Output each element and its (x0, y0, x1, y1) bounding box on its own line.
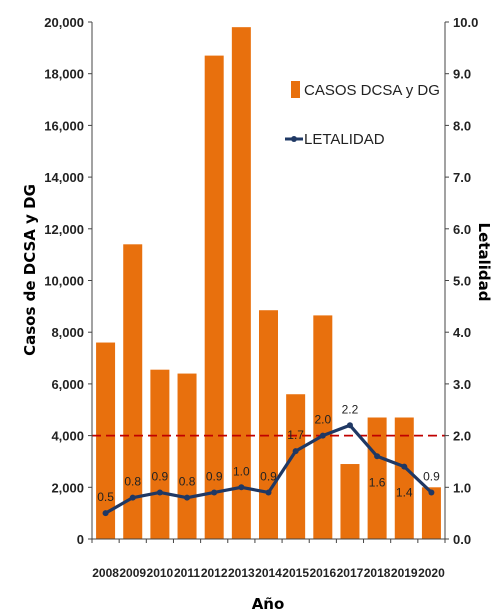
letalidad-point-2013 (238, 484, 244, 490)
left-tick-label: 10,000 (44, 274, 84, 289)
data-label-2012: 0.9 (206, 469, 223, 483)
letalidad-point-2016 (320, 433, 326, 439)
left-tick-label: 16,000 (44, 118, 84, 133)
bar-2015 (286, 394, 305, 539)
data-label-2018: 1.6 (369, 475, 386, 489)
bar-2012 (205, 56, 224, 539)
left-tick-label: 14,000 (44, 170, 84, 185)
right-tick-label: 3.0 (453, 377, 471, 392)
left-tick-label: 8,000 (51, 325, 84, 340)
x-tick-label: 2018 (364, 566, 391, 580)
letalidad-point-2015 (293, 448, 299, 454)
x-axis-ticks: 2008 2009 2010 2011 2012 2013 2014 2015 2016 2017… (92, 539, 445, 580)
data-label-2020: 0.9 (423, 469, 440, 483)
letalidad-point-2014 (266, 489, 272, 495)
bar-2013 (232, 27, 251, 539)
letalidad-point-2020 (428, 489, 434, 495)
right-tick-label: 6.0 (453, 222, 471, 237)
letalidad-point-2008 (103, 510, 109, 516)
right-tick-label: 0.0 (453, 532, 471, 547)
right-tick-label: 8.0 (453, 118, 471, 133)
x-tick-label: 2012 (201, 566, 228, 580)
x-axis-title: Año (252, 595, 285, 613)
letalidad-point-2012 (211, 489, 217, 495)
legend-label-line: LETALIDAD (304, 131, 385, 148)
legend: CASOS DCSA y DG LETALIDAD (285, 81, 440, 148)
legend-swatch-bars (291, 81, 300, 98)
data-label-2009: 0.8 (124, 475, 141, 489)
data-label-2014: 0.9 (260, 469, 277, 483)
data-label-2017: 2.2 (342, 402, 359, 416)
y-axis-title: Casos de DCSA y DG (21, 184, 39, 356)
data-label-2010: 0.9 (152, 469, 169, 483)
x-tick-label: 2019 (391, 566, 418, 580)
left-tick-label: 6,000 (51, 377, 84, 392)
data-label-2008: 0.5 (97, 490, 114, 504)
letalidad-point-2019 (401, 464, 407, 470)
right-tick-label: 5.0 (453, 274, 471, 289)
x-tick-label: 2008 (92, 566, 119, 580)
x-tick-label: 2010 (147, 566, 174, 580)
right-tick-label: 9.0 (453, 67, 471, 82)
right-tick-label: 4.0 (453, 325, 471, 340)
data-label-2019: 1.4 (396, 486, 413, 500)
x-tick-label: 2017 (337, 566, 364, 580)
bar-2016 (313, 315, 332, 539)
bar-2014 (259, 310, 278, 539)
right-tick-label: 1.0 (453, 480, 471, 495)
right-tick-label: 7.0 (453, 170, 471, 185)
letalidad-point-2018 (374, 453, 380, 459)
legend-label-bars: CASOS DCSA y DG (304, 82, 440, 99)
bar-2011 (178, 374, 197, 539)
left-axis-ticks: 0 2,000 4,000 6,000 8,000 10,000 12,000 14,000 1… (44, 15, 92, 547)
x-tick-label: 2016 (309, 566, 336, 580)
letalidad-point-2010 (157, 489, 163, 495)
left-tick-label: 12,000 (44, 222, 84, 237)
data-label-2015: 1.7 (287, 428, 304, 442)
right-tick-label: 10.0 (453, 15, 478, 30)
letalidad-point-2017 (347, 422, 353, 428)
x-tick-label: 2013 (228, 566, 255, 580)
left-tick-label: 18,000 (44, 67, 84, 82)
left-tick-label: 2,000 (51, 480, 84, 495)
x-tick-label: 2011 (174, 566, 200, 580)
bar-2017 (340, 464, 359, 539)
letalidad-point-2009 (130, 495, 136, 501)
data-label-2013: 1.0 (233, 464, 250, 478)
y2-axis-title: Letalidad (475, 223, 493, 302)
x-tick-label: 2015 (282, 566, 309, 580)
data-label-2011: 0.8 (179, 475, 196, 489)
bar-2010 (150, 370, 169, 539)
left-tick-label: 20,000 (44, 15, 84, 30)
right-tick-label: 2.0 (453, 429, 471, 444)
letalidad-point-2011 (184, 495, 190, 501)
right-axis-ticks: 0.0 1.0 2.0 3.0 4.0 5.0 6.0 7.0 8.0 9.0 10.0 (445, 15, 478, 547)
left-tick-label: 0 (77, 532, 84, 547)
legend-marker-line (291, 136, 297, 142)
x-tick-label: 2009 (119, 566, 146, 580)
x-tick-label: 2014 (255, 566, 282, 580)
data-label-2016: 2.0 (314, 413, 331, 427)
left-tick-label: 4,000 (51, 429, 84, 444)
x-tick-label: 2020 (418, 566, 445, 580)
